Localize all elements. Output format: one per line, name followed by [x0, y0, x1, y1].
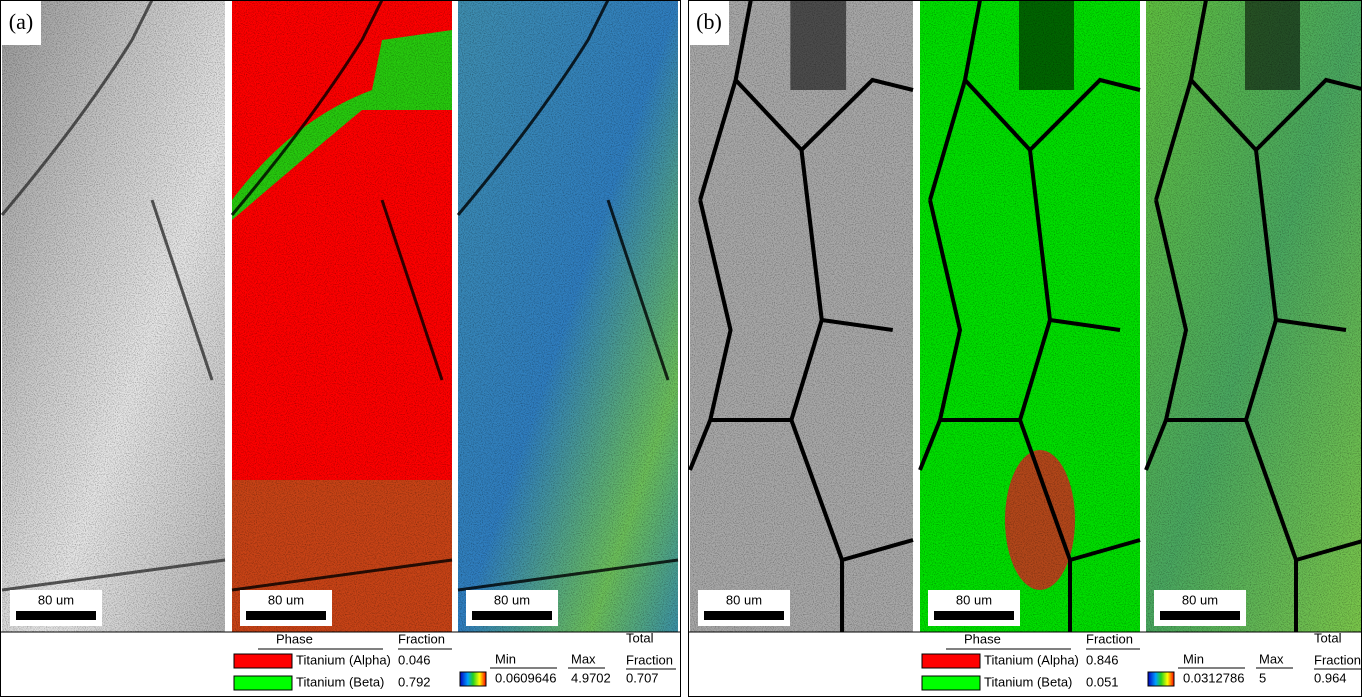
panel-label: (a): [9, 9, 33, 34]
scale-bar: [16, 611, 96, 620]
min-value: 0.0312786: [1183, 670, 1244, 685]
texture: [232, 0, 452, 632]
texture: [458, 0, 678, 632]
phase-swatch: [233, 653, 293, 669]
phase-fraction: 0.846: [1086, 652, 1119, 667]
table-header: Fraction: [398, 631, 445, 646]
phase-swatch: [233, 675, 293, 691]
scale-bar: [246, 611, 326, 620]
table-header: Phase: [964, 631, 1001, 646]
phase-fraction: 0.792: [398, 674, 431, 689]
phase-fraction: 0.051: [1086, 674, 1119, 689]
map-image: 80 um: [918, 0, 1141, 632]
max-label: Max: [571, 651, 596, 666]
scale-bar: [472, 611, 552, 620]
total-label: Total: [626, 630, 654, 645]
max-value: 5: [1259, 670, 1266, 685]
scale-label: 80 um: [494, 592, 530, 607]
scale-label: 80 um: [726, 592, 762, 607]
texture: [1146, 0, 1362, 632]
label-box: [689, 1, 729, 45]
map-image: 80 um: [688, 0, 914, 632]
texture: [2, 0, 225, 632]
total-label: Fraction: [626, 652, 673, 667]
panel: 80 um 80 um 80 um (a) Phase Fraction Titanium …: [0, 0, 681, 697]
total-value: 0.964: [1314, 670, 1347, 685]
phase-name: Titanium (Alpha): [296, 652, 391, 667]
min-value: 0.0609646: [495, 670, 556, 685]
max-value: 4.9702: [571, 670, 611, 685]
map-image: 80 um: [230, 0, 453, 632]
table-header: Phase: [276, 631, 313, 646]
scale-bar: [1160, 611, 1240, 620]
texture: [920, 0, 1140, 632]
color-bar: [1147, 671, 1175, 687]
total-label: Total: [1314, 630, 1342, 645]
phase-name: Titanium (Beta): [984, 674, 1072, 689]
map-image: 80 um: [456, 0, 679, 632]
phase-name: Titanium (Beta): [296, 674, 384, 689]
phase-name: Titanium (Alpha): [984, 652, 1079, 667]
scale-bar: [704, 611, 784, 620]
phase-fraction: 0.046: [398, 652, 431, 667]
color-bar: [459, 671, 487, 687]
panel-label: (b): [696, 9, 722, 34]
scale-label: 80 um: [38, 592, 74, 607]
label-box: [1, 1, 41, 45]
scale-label: 80 um: [956, 592, 992, 607]
total-label: Fraction: [1314, 652, 1361, 667]
scale-label: 80 um: [1182, 592, 1218, 607]
texture: [690, 0, 913, 632]
scale-bar: [934, 611, 1014, 620]
map-image: 80 um: [0, 0, 226, 632]
phase-swatch: [921, 675, 981, 691]
min-label: Min: [495, 651, 516, 666]
table-header: Fraction: [1086, 631, 1133, 646]
phase-swatch: [921, 653, 981, 669]
scale-label: 80 um: [268, 592, 304, 607]
total-value: 0.707: [626, 670, 659, 685]
panel: 80 um 80 um 80 um (b) Phase Fraction Titanium …: [688, 0, 1362, 697]
max-label: Max: [1259, 651, 1284, 666]
min-label: Min: [1183, 651, 1204, 666]
map-image: 80 um: [1144, 0, 1362, 632]
